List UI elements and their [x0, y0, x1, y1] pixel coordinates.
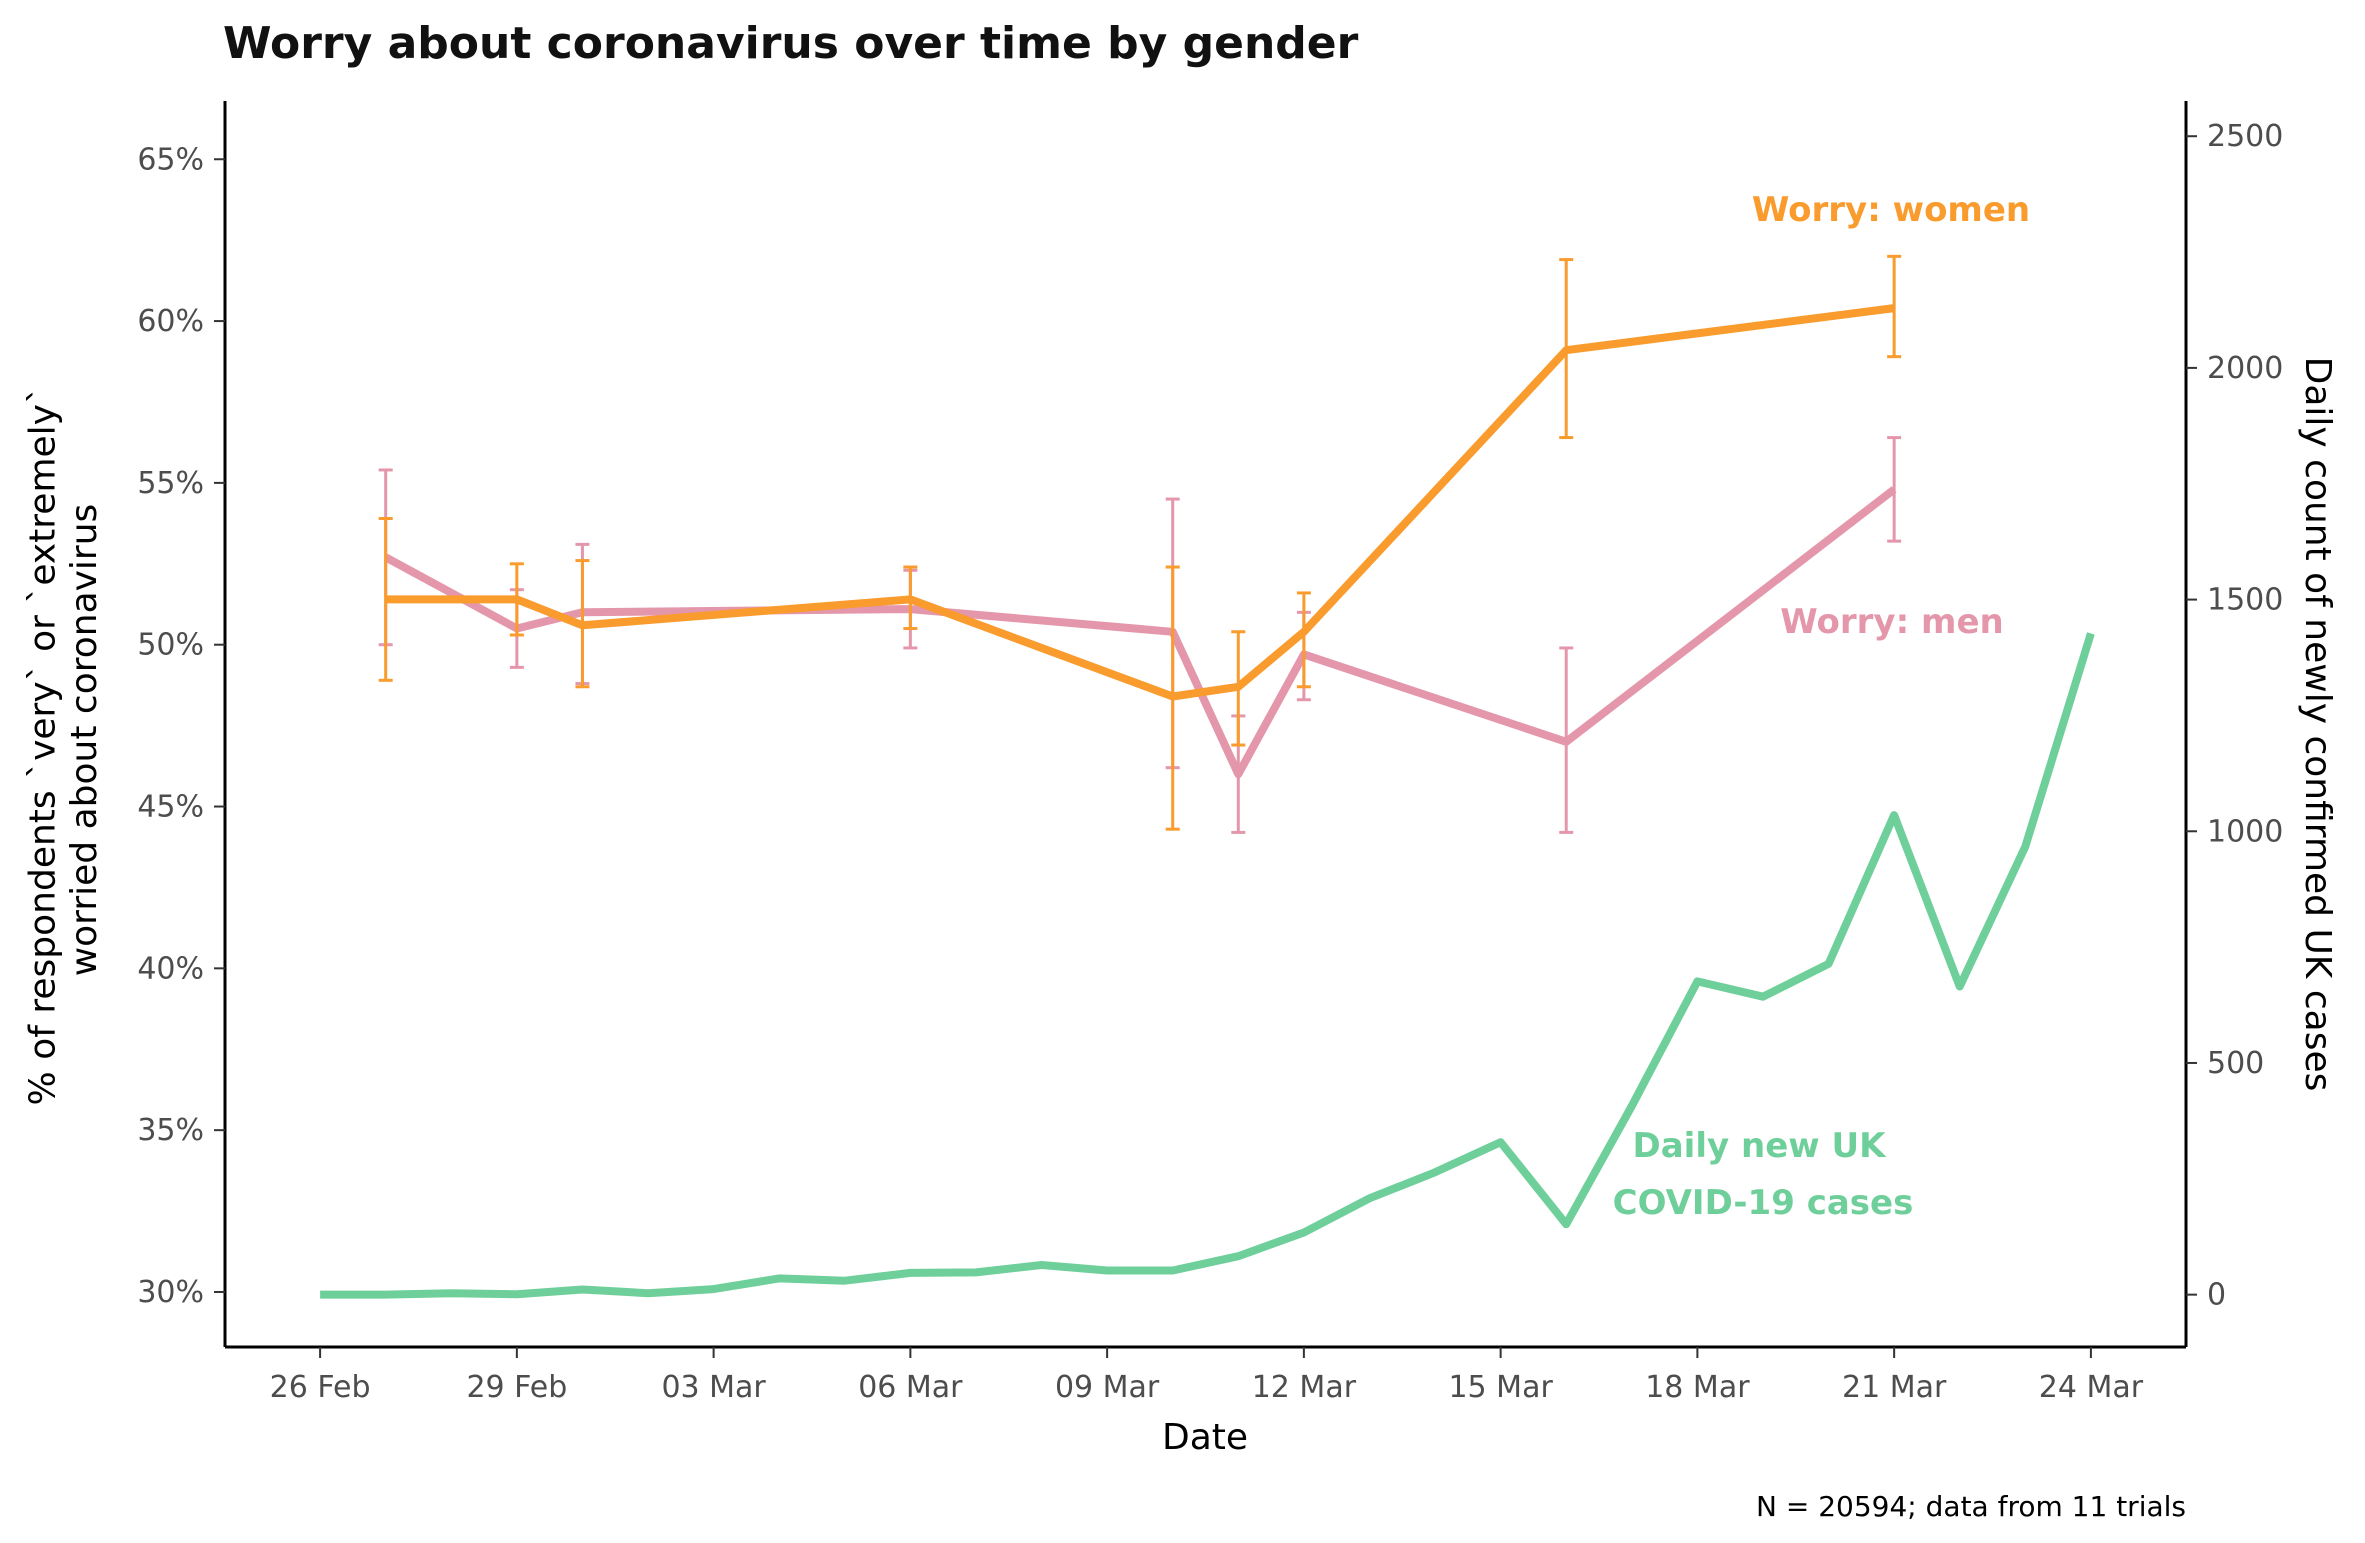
x-tick-label: 24 Mar — [2039, 1370, 2144, 1405]
left-tick-label: 50% — [137, 628, 204, 663]
right-tick-label: 1000 — [2207, 814, 2283, 849]
x-axis-title: Date — [1162, 1417, 1248, 1458]
right-tick-label: 2000 — [2207, 351, 2283, 386]
left-tick-label: 45% — [137, 790, 204, 825]
plot-area — [320, 254, 2095, 1299]
x-tick-label: 06 Mar — [858, 1370, 963, 1405]
chart-title: Worry about coronavirus over time by gen… — [223, 18, 1359, 69]
left-tick-label: 60% — [137, 304, 204, 339]
series-daily-new-uk-covid-19-cases — [320, 632, 2095, 1299]
x-tick-label: 29 Feb — [466, 1370, 567, 1405]
series-line-worry-men — [383, 486, 1897, 779]
x-tick-label: 12 Mar — [1252, 1370, 1357, 1405]
x-tick-label: 26 Feb — [270, 1370, 371, 1405]
right-tick-label: 2500 — [2207, 119, 2283, 154]
series-line-worry-women — [385, 304, 1895, 701]
x-tick-label: 15 Mar — [1448, 1370, 1553, 1405]
right-tick-label: 0 — [2207, 1278, 2226, 1313]
x-tick-label: 03 Mar — [661, 1370, 766, 1405]
left-tick-label: 35% — [137, 1113, 204, 1148]
x-axis-ticks: 26 Feb 29 Feb 03 Mar 06 Mar 09 Mar 12 Mar 15 M… — [270, 1347, 2144, 1405]
right-tick-label: 500 — [2207, 1046, 2264, 1081]
left-tick-label: 55% — [137, 466, 204, 501]
left-tick-label: 40% — [137, 951, 204, 986]
left-tick-label: 65% — [137, 142, 204, 177]
right-tick-label: 1500 — [2207, 583, 2283, 618]
chart-caption: N = 20594; data from 11 trials — [1756, 1490, 2186, 1523]
annotation-worry-women: Worry: women — [1752, 190, 2030, 230]
x-tick-label: 21 Mar — [1842, 1370, 1947, 1405]
x-tick-label: 09 Mar — [1055, 1370, 1160, 1405]
right-axis-title: Daily count of newly confirmed UK cases — [2297, 357, 2338, 1092]
annotation-worry-men: Worry: men — [1780, 602, 2003, 642]
x-tick-label: 18 Mar — [1645, 1370, 1750, 1405]
left-axis-title-line-1: % of respondents `very` or `extremely` — [23, 386, 64, 1105]
right-axis-ticks: 0 500 1000 1500 2000 2500 — [2186, 119, 2283, 1313]
annotation-cases-line-1: Daily new UK — [1633, 1126, 1888, 1166]
series-worry-men — [378, 436, 1902, 834]
series-worry-women — [378, 254, 1902, 831]
series-line-daily-new-uk-covid-19-cases — [320, 632, 2095, 1299]
left-axis-title-line-2: worried about coronavirus — [64, 504, 105, 977]
left-axis-title: % of respondents `very` or `extremely` w… — [23, 375, 105, 1106]
left-axis-ticks: 30% 35% 40% 45% 50% 55% 60% 65% — [137, 142, 225, 1310]
left-tick-label: 30% — [137, 1275, 204, 1310]
annotation-cases-line-2: COVID-19 cases — [1613, 1183, 1914, 1223]
